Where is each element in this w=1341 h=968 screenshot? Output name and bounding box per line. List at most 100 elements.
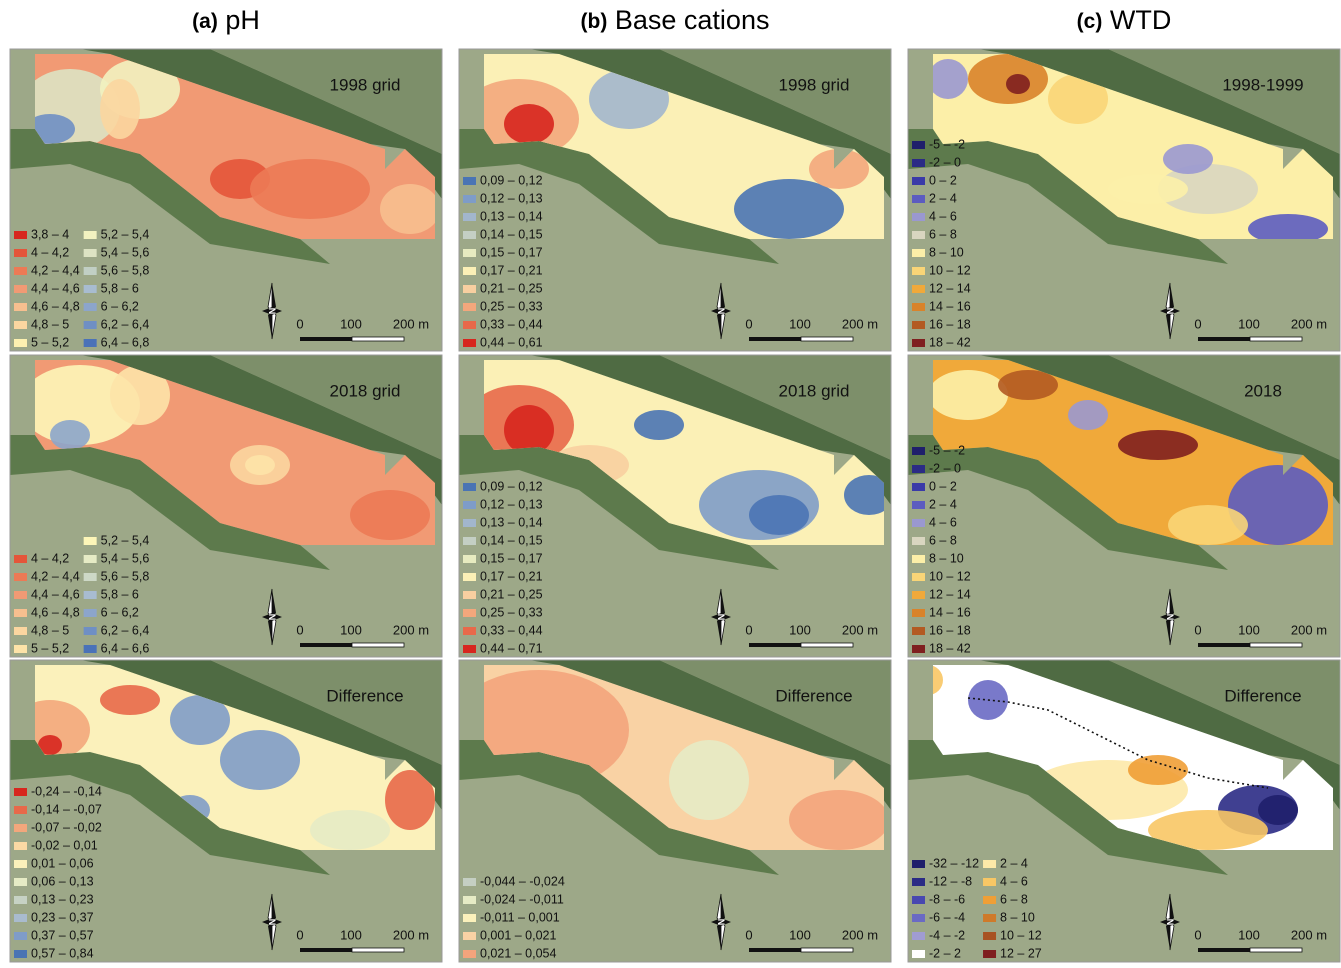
arrow-shape [268,311,272,339]
legend-label: 5,4 – 5,6 [101,245,150,259]
surface-zone [1148,810,1268,850]
legend-label: 6 – 8 [929,227,957,241]
legend-swatch [912,159,925,167]
legend-label: 6 – 8 [1000,892,1028,906]
forest [10,435,330,570]
scale-label: 0 [296,622,303,637]
scale-bar [300,948,352,952]
legend-swatch [463,950,476,958]
legend-swatch [912,896,925,904]
north-arrow: N [1160,282,1180,340]
scale-label: 0 [1194,927,1201,942]
legend-label: 0,12 – 0,13 [480,497,543,511]
north-label: N [267,919,277,926]
legend-swatch [14,339,27,347]
legend-swatch [463,231,476,239]
legend-swatch [14,950,27,958]
scale-label: 100 [789,316,811,331]
surface-zone [38,735,62,755]
surface-zone [100,79,140,139]
legend-label: 0,06 – 0,13 [31,874,94,888]
legend-swatch [83,249,97,257]
scale-bar [1249,336,1303,342]
legend-swatch [912,483,925,491]
legend-swatch [912,627,925,635]
forest [908,740,1228,875]
surface-zone [789,790,884,850]
legend-swatch [912,555,925,563]
legend-swatch [912,213,925,221]
legend-swatch [14,788,27,796]
forest [210,49,442,154]
legend-swatch [983,914,997,922]
north-label: N [267,308,277,315]
legend-label: -0,07 – -0,02 [31,820,102,834]
surface-zone [310,810,390,850]
legend-label: 0,09 – 0,12 [480,479,543,493]
legend-label: 12 – 14 [929,587,971,601]
surface-zone [1258,795,1298,825]
legend-label: 4,6 – 4,8 [31,299,80,313]
legend-label: 5 – 5,2 [31,335,69,349]
arrow-shape [262,918,282,926]
legend-swatch [912,231,925,239]
legend-label: 2 – 4 [929,191,957,205]
scale-bar [300,337,352,341]
legend-swatch [463,321,476,329]
legend-label: 0 – 2 [929,173,957,187]
arrow-shape [721,894,725,922]
surface-zone [220,730,300,790]
panel-title: Difference [775,686,852,705]
legend-label: 6 – 6,2 [101,605,139,619]
legend-label: 0,13 – 0,23 [31,892,94,906]
scale-label: 200 m [393,316,429,331]
scale-bar [800,642,854,648]
panel-title: Difference [1224,686,1301,705]
surface-zone [1068,400,1108,430]
legend-label: -0,24 – -0,14 [31,784,102,798]
legend-swatch [463,195,476,203]
map-panel: 1998-1999 -5 – -2 -2 – 0 0 – 2 2 – 4 4 – 6 6 –… [907,48,1341,352]
legend-label: 6,2 – 6,4 [101,623,150,637]
scale-bar [351,642,405,648]
legend-label: 4,4 – 4,6 [31,281,80,295]
legend-label: 0,21 – 0,25 [480,587,543,601]
arrow-shape [711,613,731,621]
surface-zone [1108,174,1188,204]
legend-label: -32 – -12 [929,856,979,870]
legend-swatch [14,896,27,904]
legend-swatch [463,177,476,185]
legend-swatch [912,932,925,940]
forest [529,660,891,810]
legend-label: 10 – 12 [929,263,971,277]
surface-zone [35,700,90,760]
legend-label: 4,4 – 4,6 [31,587,80,601]
legend-label: 16 – 18 [929,623,971,637]
legend-swatch [463,537,476,545]
forest [10,740,330,875]
surface-zone [634,410,684,440]
legend-swatch [912,177,925,185]
arrow-shape [717,922,721,950]
map-panel: 2018 grid 0,09 – 0,12 0,12 – 0,13 0,13 – 0,… [458,354,892,658]
arrow-shape [272,283,276,311]
north-label: N [716,614,726,621]
forest [978,355,1340,505]
surface-zone [504,104,554,144]
legend-label: 10 – 12 [929,569,971,583]
legend-swatch [14,932,27,940]
legend-label: -0,02 – 0,01 [31,838,98,852]
legend-label: -2 – 2 [929,946,961,960]
legend-label: 0,13 – 0,14 [480,209,543,223]
legend-label: 0,01 – 0,06 [31,856,94,870]
legend-label: 4 – 6 [929,209,957,223]
scale-label: 200 m [1291,316,1327,331]
legend-label: -0,14 – -0,07 [31,802,102,816]
scale-label: 100 [789,927,811,942]
legend-swatch [463,285,476,293]
panel-border [458,354,892,658]
legend-swatch [83,285,97,293]
surface-zone [1158,164,1258,214]
arrow-shape [1160,613,1180,621]
